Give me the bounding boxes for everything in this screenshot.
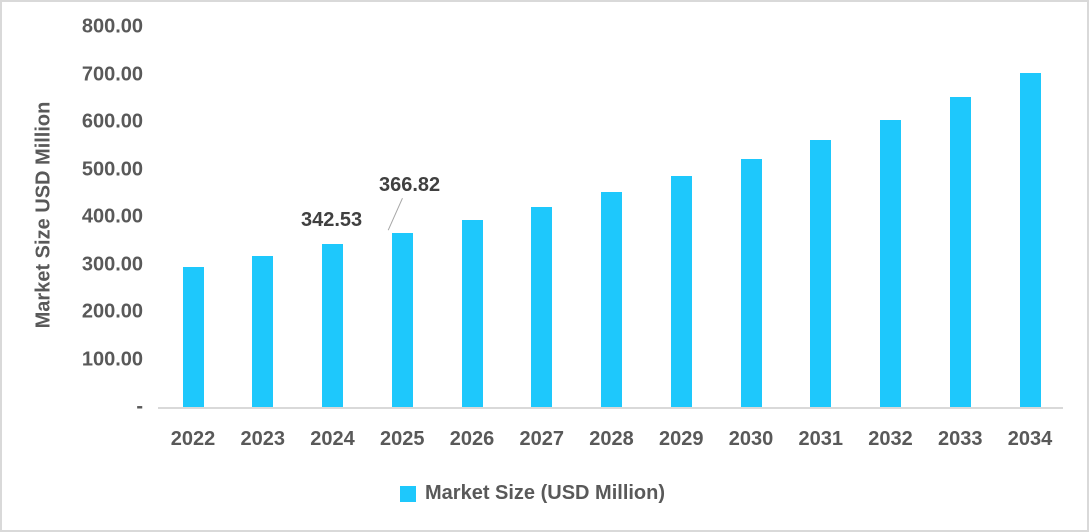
bar-2027 bbox=[531, 207, 553, 407]
bar-2028 bbox=[601, 191, 622, 407]
x-tick-label: 2034 bbox=[1007, 428, 1053, 450]
bar-2026 bbox=[461, 219, 483, 407]
bar-2031 bbox=[810, 140, 832, 407]
data-label-2025: 366.82 bbox=[379, 174, 441, 196]
x-tick-label: 2022 bbox=[170, 428, 216, 450]
bar-2033 bbox=[949, 96, 971, 407]
x-tick-label: 2032 bbox=[868, 428, 913, 450]
y-tick-label: 600.00 bbox=[81, 110, 143, 133]
data-label-2024: 342.53 bbox=[301, 209, 363, 231]
bar-2024 bbox=[322, 244, 343, 407]
legend: Market Size (USD Million) bbox=[400, 482, 665, 505]
x-axis-line bbox=[158, 407, 1063, 409]
x-tick-label: 2028 bbox=[589, 428, 634, 450]
x-tick-label: 2029 bbox=[659, 428, 704, 450]
legend-label: Market Size (USD Million) bbox=[425, 482, 666, 504]
y-tick-label: 100.00 bbox=[81, 348, 143, 370]
y-tick-label: 500.00 bbox=[81, 158, 143, 180]
x-tick-label: 2026 bbox=[449, 428, 495, 450]
bar-2034 bbox=[1019, 73, 1041, 407]
y-tick-label: 200.00 bbox=[81, 300, 143, 323]
y-tick-label: 400.00 bbox=[81, 205, 143, 228]
x-tick-label: 2030 bbox=[728, 428, 774, 450]
x-tick-label: 2025 bbox=[380, 428, 425, 450]
x-tick-label: 2023 bbox=[240, 428, 286, 450]
x-tick-label: 2027 bbox=[519, 428, 565, 450]
bar-2029 bbox=[670, 176, 692, 407]
y-axis-title: Market Size USD Million bbox=[32, 101, 55, 329]
bar-2030 bbox=[740, 159, 762, 407]
x-tick-label: 2024 bbox=[310, 428, 355, 450]
bar-2025 bbox=[391, 232, 413, 407]
y-tick-label: 300.00 bbox=[81, 253, 143, 275]
legend-swatch-icon bbox=[400, 485, 416, 502]
y-tick-label: - bbox=[136, 395, 143, 418]
bar-2023 bbox=[252, 255, 274, 407]
y-tick-label: 700.00 bbox=[81, 63, 143, 85]
bar-2022 bbox=[182, 266, 204, 407]
bar-2032 bbox=[880, 120, 901, 407]
x-tick-label: 2033 bbox=[938, 428, 983, 450]
x-tick-label: 2031 bbox=[798, 428, 844, 450]
y-tick-label: 800.00 bbox=[81, 15, 143, 38]
